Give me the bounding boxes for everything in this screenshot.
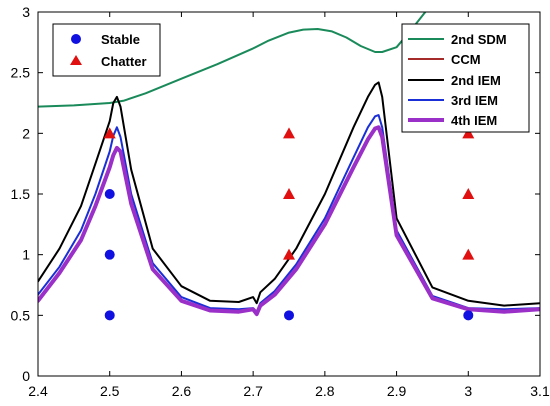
legend-stable-label: Stable [101, 32, 140, 47]
marker-legend-box [52, 23, 161, 77]
legend-iem2-label: 2nd IEM [451, 73, 501, 88]
x-axis-ticks: 2.4 2.5 2.6 2.7 2.8 2.9 3 3.1 [28, 12, 550, 399]
y-tick-label: 3 [22, 4, 30, 20]
chatter-marker [283, 248, 295, 260]
x-tick-label: 2.6 [172, 383, 192, 399]
stable-marker [104, 189, 115, 199]
x-tick-label: 2.7 [243, 383, 263, 399]
y-axis-ticks: 0 0.5 1 1.5 2 2.5 3 [11, 4, 540, 384]
chatter-marker [103, 127, 116, 139]
chatter-marker [283, 188, 295, 199]
x-tick-label: 2.4 [28, 383, 48, 399]
x-tick-label: 2.8 [315, 383, 335, 399]
y-tick-label: 0.5 [11, 307, 31, 323]
stable-marker [104, 310, 115, 321]
x-tick-label: 3 [464, 383, 472, 399]
x-tick-label: 3.1 [530, 383, 550, 399]
legend-iem3-label: 3rd IEM [451, 93, 498, 108]
series-lines [38, 12, 540, 317]
legend-iem4-label: 4th IEM [451, 113, 497, 128]
stable-marker [104, 249, 115, 260]
series-line-iem4 [38, 125, 540, 317]
data-markers [103, 127, 475, 321]
legend-stable-marker [71, 34, 81, 44]
y-tick-label: 0 [22, 368, 30, 384]
stable-marker [284, 310, 294, 321]
series-line-sdm2 [38, 12, 427, 108]
x-tick-label: 2.9 [387, 383, 407, 399]
y-tick-label: 1.5 [11, 186, 31, 202]
chatter-marker [462, 188, 475, 199]
chatter-marker [462, 127, 475, 139]
chatter-marker [462, 248, 475, 260]
legend-chatter-marker [70, 55, 82, 65]
x-tick-label: 2.5 [100, 383, 120, 399]
y-tick-label: 2.5 [11, 65, 31, 81]
y-tick-label: 2 [22, 125, 30, 141]
line-legend-box [401, 23, 530, 133]
legend-sdm2-label: 2nd SDM [451, 32, 507, 47]
chatter-marker [283, 127, 295, 139]
legend-chatter-label: Chatter [101, 54, 147, 69]
legend-ccm-label: CCM [451, 52, 481, 67]
series-line-iem2 [38, 81, 540, 307]
marker-legend: Stable Chatter [52, 23, 161, 77]
y-tick-label: 1 [22, 247, 30, 263]
stable-marker [463, 310, 474, 321]
line-legend: 2nd SDM CCM 2nd IEM 3rd IEM 4th IEM [401, 23, 530, 133]
